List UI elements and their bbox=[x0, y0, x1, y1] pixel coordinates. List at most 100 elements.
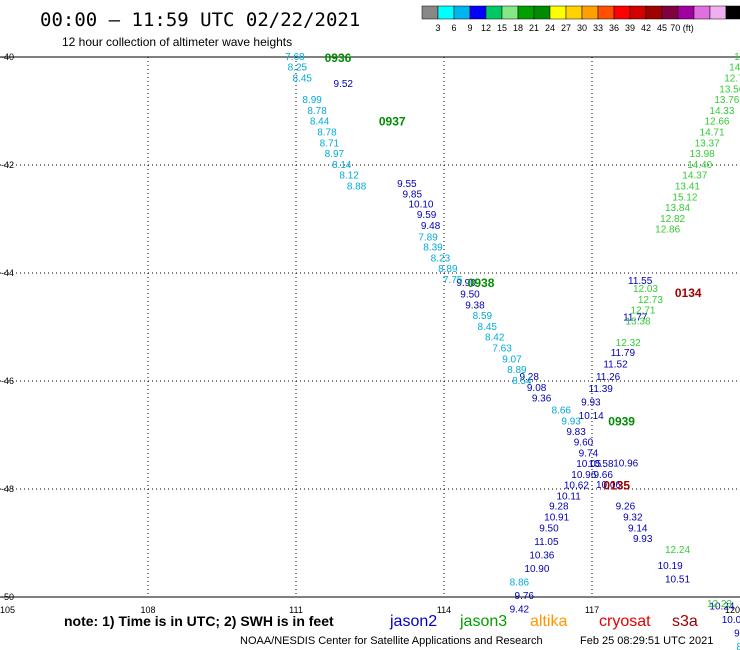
colorbar-label: 42 bbox=[641, 23, 651, 33]
wave-height-value: 12.78 bbox=[724, 74, 740, 85]
colorbar-label: 30 bbox=[577, 23, 587, 33]
color-scale-bar: 3 6 9 12 15 18 21 24 27 30 33 36 39 42 45 70 (ft) bbox=[421, 5, 740, 33]
satellite-legend: jason2 jason3 altika cryosat s3a bbox=[389, 613, 698, 630]
pass-time-label: 0939 bbox=[608, 414, 635, 428]
colorbar-label: 3 bbox=[435, 23, 440, 33]
colorbar-swatch bbox=[709, 5, 727, 20]
wave-height-value: 9.32 bbox=[623, 513, 643, 524]
x-axis-ticks: 105 108 111 114 117 120 bbox=[0, 605, 740, 615]
wave-height-value: 9.14 bbox=[628, 523, 648, 534]
colorbar-label: 39 bbox=[625, 23, 635, 33]
wave-height-value: 11.05 bbox=[534, 537, 559, 548]
chart-subtitle: 12 hour collection of altimeter wave hei… bbox=[62, 35, 292, 49]
wave-height-value: 11.52 bbox=[603, 360, 628, 371]
wave-height-value: 9.28 bbox=[519, 372, 539, 383]
wave-height-value: 8.86 bbox=[510, 577, 530, 588]
wave-height-value: 13.76 bbox=[714, 95, 739, 106]
wave-height-value: 9.50 bbox=[539, 523, 559, 534]
colorbar-swatch bbox=[453, 5, 471, 20]
wave-height-value: 8.45 bbox=[293, 74, 313, 85]
wave-height-value: 11.39 bbox=[589, 384, 614, 395]
wave-height-value: 13.37 bbox=[695, 138, 720, 149]
wave-height-value: 12.32 bbox=[616, 338, 641, 349]
wave-height-value: 8.42 bbox=[485, 333, 505, 344]
y-tick-label: -48 bbox=[1, 484, 14, 494]
y-axis-ticks: -40 -42 -44 -46 -48 -50 bbox=[1, 52, 14, 602]
wave-height-value: 11.26 bbox=[596, 372, 621, 383]
wave-height-value: 10.96 bbox=[613, 459, 638, 470]
wave-height-value: 8 bbox=[737, 642, 740, 650]
legend-entry: jason2 bbox=[389, 613, 437, 630]
wave-height-value: 9.26 bbox=[616, 502, 636, 513]
wave-height-value: 11.77 bbox=[623, 313, 648, 324]
footer-timestamp: Feb 25 08:29:51 UTC 2021 bbox=[580, 635, 713, 647]
wave-height-value: 9.60 bbox=[574, 437, 594, 448]
colorbar-label: 9 bbox=[467, 23, 472, 33]
wave-height-value: 8.89 bbox=[507, 365, 527, 376]
wave-height-value: 9.59 bbox=[417, 210, 437, 221]
colorbar-swatch bbox=[549, 5, 567, 20]
wave-height-value: 9.93 bbox=[633, 534, 653, 545]
colorbar-swatch bbox=[661, 5, 679, 20]
wave-height-value: 13.84 bbox=[665, 203, 690, 214]
wave-height-value: 14.33 bbox=[709, 106, 734, 117]
x-tick-label: 117 bbox=[585, 605, 599, 615]
wave-height-value: 8.12 bbox=[339, 171, 359, 182]
footer-credit: NOAA/NESDIS Center for Satellite Applica… bbox=[240, 635, 543, 647]
wave-height-value: 9.66 bbox=[593, 470, 613, 481]
wave-height-value: 10.11 bbox=[556, 491, 581, 502]
wave-height-value: 9.50 bbox=[460, 290, 480, 301]
pass-time-label: 0936 bbox=[325, 51, 352, 65]
wave-height-value: 10.10 bbox=[408, 199, 433, 210]
wave-height-value: 10.96 bbox=[571, 470, 596, 481]
plot-frame bbox=[0, 56, 740, 598]
wave-height-value: 8.59 bbox=[473, 311, 493, 322]
wave-height-value: 9.36 bbox=[532, 394, 552, 405]
colorbar-label: 6 bbox=[451, 23, 456, 33]
wave-height-value: 8.23 bbox=[431, 253, 451, 264]
colorbar-swatch bbox=[693, 5, 711, 20]
x-tick-label: 108 bbox=[140, 605, 155, 615]
wave-height-value: 7.89 bbox=[418, 232, 438, 243]
wave-height-value: 14.71 bbox=[700, 128, 725, 139]
y-tick-label: -50 bbox=[1, 592, 14, 602]
chart-title: 00:00 – 11:59 UTC 02/22/2021 bbox=[40, 9, 360, 31]
time-labels: 0936093709380939013401350 bbox=[325, 51, 702, 493]
wave-height-value: 8.25 bbox=[288, 63, 308, 74]
wave-height-value: 12.23 bbox=[707, 599, 732, 610]
colorbar-label: 70 (ft) bbox=[670, 23, 694, 33]
x-tick-label: 114 bbox=[437, 605, 451, 615]
wave-height-value: 7.63 bbox=[492, 344, 512, 355]
legend-entry: jason3 bbox=[459, 613, 507, 630]
wave-height-value: 8.78 bbox=[317, 128, 337, 139]
wave-height-value: 9.90 bbox=[456, 278, 476, 289]
y-tick-label: -44 bbox=[1, 268, 14, 278]
wave-height-value: 9.42 bbox=[510, 604, 530, 615]
wave-height-value: 13.98 bbox=[690, 149, 715, 160]
wave-height-value: 8.97 bbox=[325, 149, 345, 160]
colorbar-swatch bbox=[565, 5, 583, 20]
colorbar-swatch bbox=[597, 5, 615, 20]
wave-height-value: 9.38 bbox=[465, 300, 485, 311]
wave-height-value: 15.12 bbox=[672, 192, 697, 203]
colorbar-swatch bbox=[517, 5, 535, 20]
wave-height-value: 9.07 bbox=[502, 354, 522, 365]
legend-entry: s3a bbox=[672, 613, 698, 630]
wave-height-value: 8.78 bbox=[307, 106, 327, 117]
wave-height-value: 9.5 bbox=[734, 629, 740, 640]
wave-height-value: 12.66 bbox=[704, 117, 729, 128]
wave-height-value: 13.56 bbox=[719, 84, 740, 95]
wave-height-value: 12.71 bbox=[630, 306, 655, 317]
wave-height-value: 9.28 bbox=[549, 502, 569, 513]
colorbar-label: 24 bbox=[545, 23, 555, 33]
wave-height-value: 8.88 bbox=[347, 182, 367, 193]
colorbar-swatch bbox=[613, 5, 631, 20]
wave-height-value: 10.36 bbox=[529, 550, 554, 561]
colorbar-label: 15 bbox=[497, 23, 507, 33]
wave-height-value: 14.40 bbox=[687, 160, 712, 171]
wave-height-value: 9.93 bbox=[581, 398, 601, 409]
wave-height-value: 12.73 bbox=[638, 295, 663, 306]
colorbar-label: 18 bbox=[513, 23, 523, 33]
wave-height-value: 14.46 bbox=[734, 52, 740, 63]
wave-height-value: 8.14 bbox=[332, 160, 352, 171]
